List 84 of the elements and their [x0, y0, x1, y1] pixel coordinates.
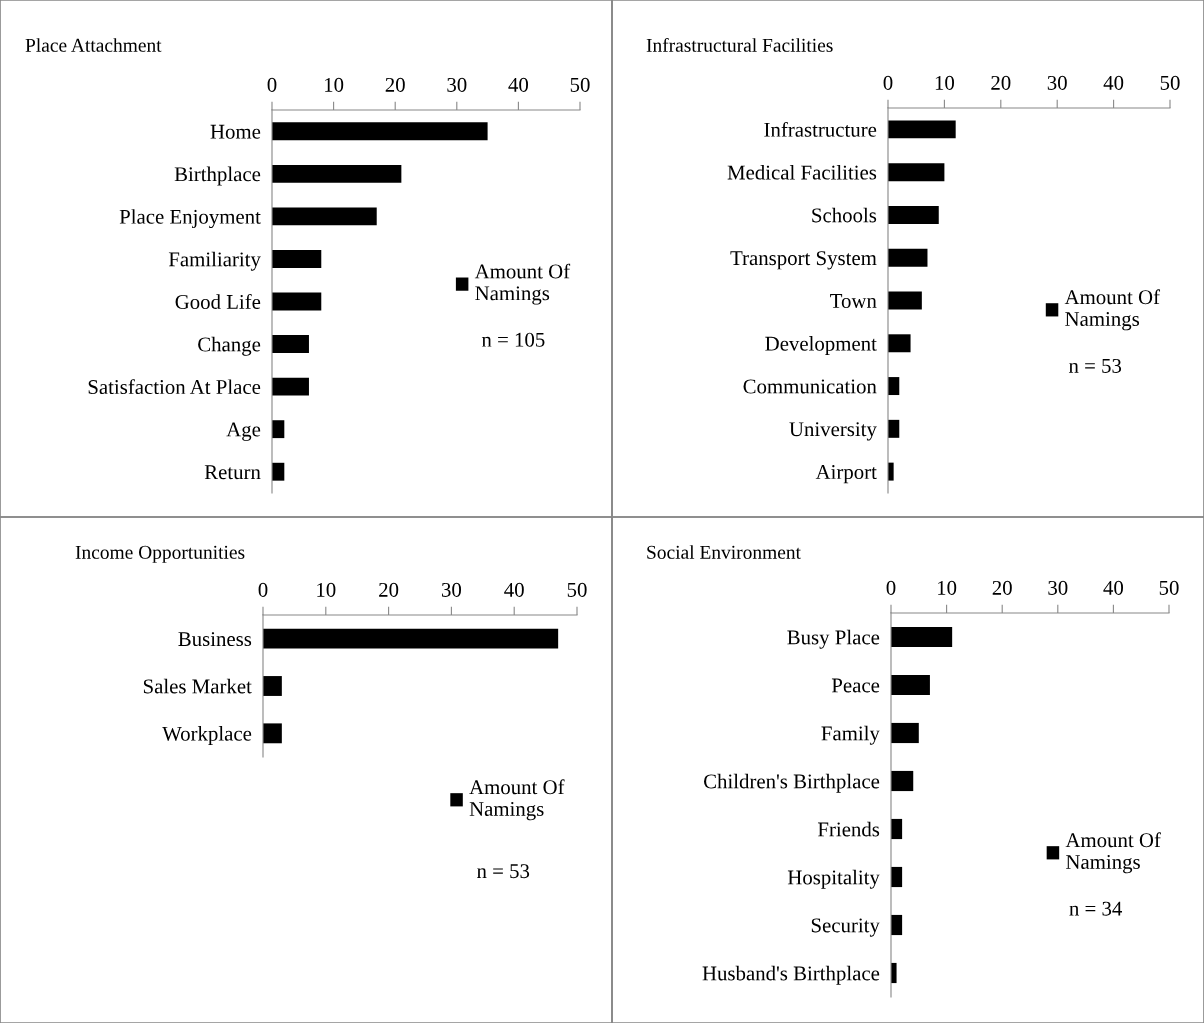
y-tick-label: Sales Market	[143, 678, 252, 694]
x-tick-label: 30	[1048, 580, 1068, 595]
x-tick-label: 10	[938, 580, 957, 595]
y-tick-label: Good Life	[175, 294, 261, 309]
y-tick-label: Transport System	[730, 251, 877, 270]
x-tick-label: 40	[1103, 580, 1124, 595]
legend-label: Amount Of Namings	[469, 779, 565, 821]
bar	[272, 420, 285, 439]
bar	[888, 163, 945, 182]
y-tick-label: Husband's Birthplace	[702, 965, 880, 985]
x-tick-label: 20	[385, 77, 405, 92]
y-tick-label: University	[789, 422, 877, 441]
bar	[272, 335, 309, 353]
x-tick-label: 0	[886, 580, 896, 595]
bar	[891, 674, 930, 696]
x-tick-label: 10	[935, 75, 955, 90]
x-tick-label: 10	[317, 582, 336, 597]
x-tick-label: 10	[325, 77, 344, 92]
chart-title: Income Opportunities	[75, 545, 245, 563]
x-tick-label: 50	[570, 77, 590, 92]
bar	[891, 770, 914, 792]
y-tick-label: Peace	[831, 678, 880, 693]
y-tick-label: Friends	[817, 821, 880, 837]
x-tick-label: 40	[508, 77, 529, 92]
y-tick-label: Home	[210, 124, 261, 139]
text: n = 53	[477, 864, 530, 879]
y-tick-label: Busy Place	[787, 629, 880, 649]
x-tick-label: 20	[991, 75, 1011, 90]
x-tick-label: 0	[267, 77, 277, 92]
y-tick-label: Family	[821, 725, 880, 745]
legend-label: Amount Of Namings	[1064, 289, 1161, 331]
y-tick-label: Communication	[743, 379, 877, 394]
x-tick-label: 30	[447, 77, 467, 92]
y-tick-label: Hospitality	[787, 869, 880, 889]
y-tick-label: Infrastructure	[764, 121, 877, 137]
x-tick-label: 20	[379, 582, 399, 597]
y-tick-label: Town	[830, 294, 877, 308]
y-tick-label: Development	[765, 336, 877, 355]
bar	[272, 292, 322, 311]
text: Social Environment	[647, 545, 801, 559]
bar	[272, 164, 402, 183]
legend-label: Amount Of Namings	[474, 263, 571, 305]
y-tick-label: Familiarity	[168, 251, 261, 271]
bar	[891, 626, 953, 648]
y-tick-label: Medical Facilities	[727, 164, 877, 180]
y-tick-label: Schools	[812, 207, 877, 223]
bar	[888, 248, 928, 267]
x-tick-label: 40	[504, 582, 524, 597]
x-tick-label: 50	[567, 582, 587, 597]
y-tick-label: Satisfaction At Place	[88, 379, 261, 395]
x-tick-label: 50	[1159, 580, 1179, 595]
bar	[891, 722, 919, 744]
y-tick-label: Place Enjoyment	[119, 209, 261, 229]
annotation: n = 105	[481, 332, 545, 347]
bar	[272, 207, 377, 226]
bar	[272, 122, 488, 141]
x-tick-label: 30	[441, 582, 462, 597]
y-tick-label: Birthplace	[174, 166, 261, 186]
y-tick-label: Children's Birthplace	[703, 773, 880, 793]
x-tick-label: 40	[1103, 75, 1124, 90]
bar	[888, 120, 956, 139]
x-tick-label: 0	[883, 75, 893, 90]
x-tick-label: 50	[1160, 75, 1180, 90]
y-tick-label: Business	[178, 632, 252, 647]
y-tick-label: Security	[811, 918, 880, 937]
annotation: n = 34	[1069, 901, 1123, 916]
x-tick-label: 0	[258, 582, 268, 597]
annotation: n = 53	[1068, 358, 1122, 373]
bar	[888, 205, 939, 224]
y-tick-label: Airport	[815, 465, 877, 484]
x-tick-label: 30	[1047, 75, 1067, 90]
y-tick-label: Return	[204, 465, 261, 480]
y-tick-label: Change	[198, 336, 261, 356]
chart-title: Infrastructural Facilities	[646, 37, 833, 52]
bar	[888, 334, 911, 353]
bar	[272, 250, 322, 268]
bar	[272, 462, 285, 481]
y-tick-label: Age	[226, 422, 261, 441]
text: Place Attachment	[25, 38, 162, 52]
y-tick-label: Workplace	[162, 726, 252, 745]
x-tick-label: 20	[992, 580, 1012, 595]
bar	[272, 377, 309, 396]
legend-label: Amount Of Namings	[1065, 832, 1161, 874]
bar	[888, 291, 922, 310]
